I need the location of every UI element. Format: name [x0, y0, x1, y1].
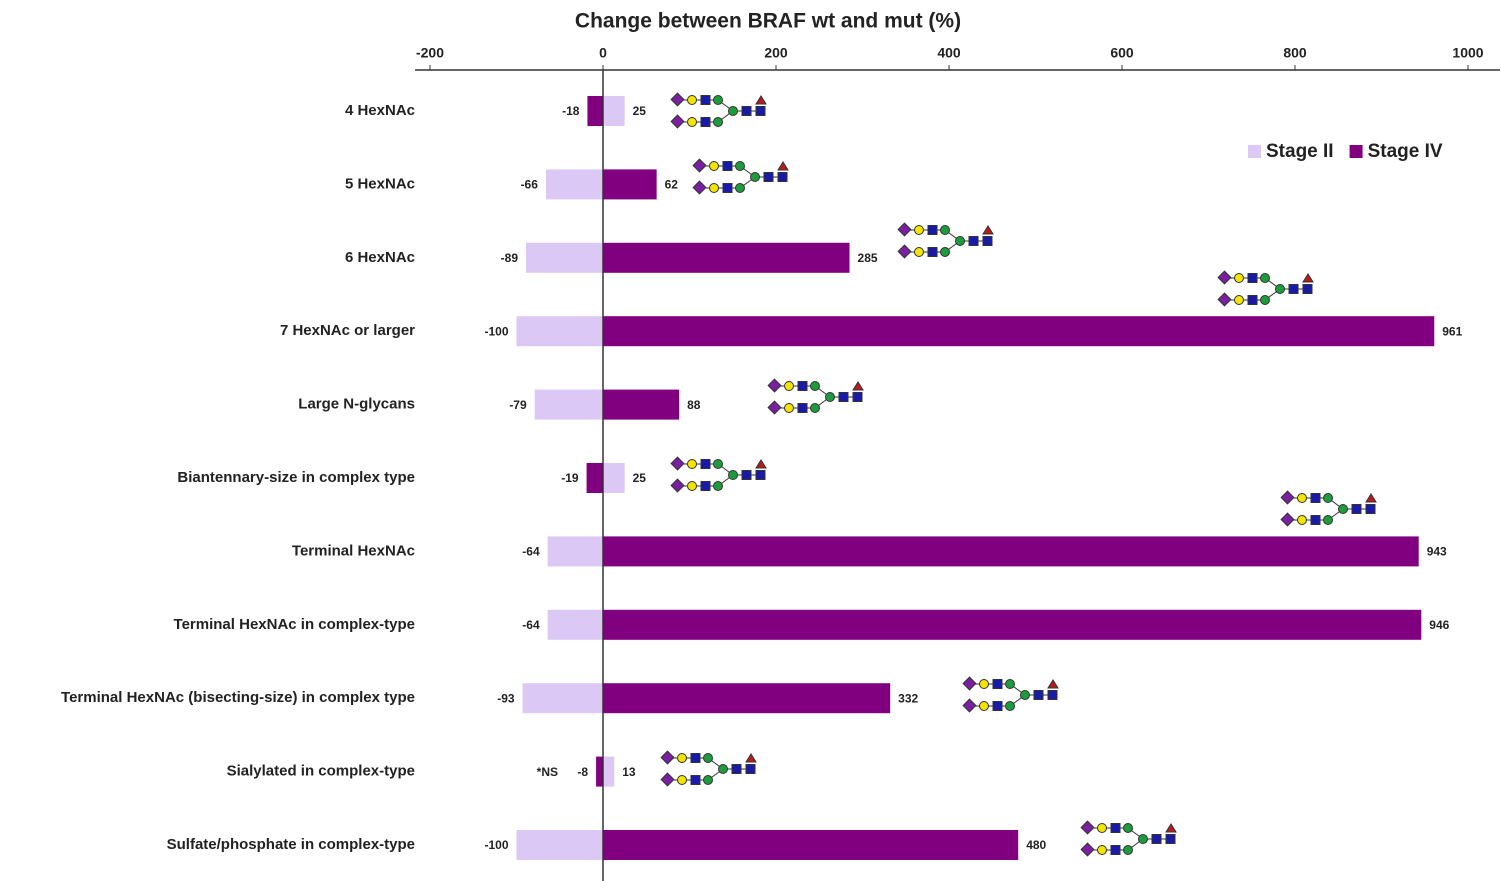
value-label: 961 — [1442, 324, 1462, 338]
x-tick-label: -200 — [416, 45, 444, 61]
bar — [587, 96, 603, 126]
x-tick-label: 0 — [599, 45, 607, 61]
bar — [596, 757, 603, 787]
value-label: -18 — [562, 104, 580, 118]
annotation: *NS — [537, 765, 558, 779]
y-tick-label: 6 HexNAc — [345, 249, 415, 266]
y-tick-label: 5 HexNAc — [345, 175, 415, 192]
x-tick-label: 800 — [1283, 45, 1307, 61]
value-label: -66 — [521, 178, 539, 192]
glycan-icon — [671, 93, 766, 128]
bar — [603, 830, 1018, 860]
value-label: 332 — [898, 691, 918, 705]
value-label: 62 — [665, 178, 679, 192]
bar — [603, 390, 679, 420]
value-label: 13 — [622, 765, 636, 779]
y-tick-label: Large N-glycans — [298, 396, 415, 413]
bar — [587, 463, 603, 493]
value-label: -93 — [497, 691, 515, 705]
value-label: -8 — [577, 765, 588, 779]
bar — [603, 683, 890, 713]
value-label: -100 — [484, 324, 508, 338]
y-tick-label: Terminal HexNAc — [292, 542, 415, 559]
bar — [603, 243, 850, 273]
x-tick-label: 400 — [937, 45, 961, 61]
glycan-icon — [1281, 491, 1376, 526]
y-tick-label: Terminal HexNAc in complex-type — [174, 616, 415, 633]
bar — [546, 169, 603, 199]
bar — [526, 243, 603, 273]
bar — [517, 830, 604, 860]
bar — [603, 610, 1421, 640]
bar — [603, 169, 657, 199]
bar — [548, 536, 603, 566]
y-tick-label: 4 HexNAc — [345, 102, 415, 119]
legend-swatch — [1350, 145, 1363, 158]
x-tick-label: 1000 — [1452, 45, 1483, 61]
chart-title: Change between BRAF wt and mut (%) — [575, 10, 961, 33]
bar — [535, 390, 603, 420]
value-label: -64 — [522, 545, 540, 559]
glycan-icon — [661, 751, 756, 786]
page: {"chart_data": {"type": "bar", "orientat… — [0, 0, 1501, 881]
bar — [603, 757, 614, 787]
glycan-icon — [1081, 821, 1176, 856]
glycan-icon — [693, 159, 788, 194]
y-tick-label: Sialylated in complex-type — [227, 763, 415, 780]
bar — [523, 683, 603, 713]
bar — [603, 316, 1434, 346]
bar — [603, 96, 625, 126]
value-label: 25 — [633, 471, 647, 485]
value-label: -79 — [509, 398, 527, 412]
glycan-icon — [671, 457, 766, 492]
glycan-icon — [963, 677, 1058, 712]
x-tick-label: 200 — [764, 45, 788, 61]
value-label: -100 — [484, 838, 508, 852]
y-tick-label: Biantennary-size in complex type — [177, 469, 415, 486]
bar — [603, 536, 1419, 566]
x-tick-label: 600 — [1110, 45, 1134, 61]
legend-label: Stage II — [1266, 141, 1334, 162]
value-label: 25 — [633, 104, 647, 118]
legend-swatch — [1248, 145, 1261, 158]
glycan-icon — [1218, 271, 1313, 306]
glycan-icon — [768, 379, 863, 414]
chart: Change between BRAF wt and mut (%) -200 0… — [0, 0, 1501, 881]
value-label: 946 — [1429, 618, 1449, 632]
value-label: -89 — [501, 251, 519, 265]
value-label: 943 — [1427, 545, 1447, 559]
value-label: -64 — [522, 618, 540, 632]
y-tick-label: Terminal HexNAc (bisecting-size) in comp… — [61, 689, 415, 706]
value-label: 88 — [687, 398, 701, 412]
value-label: 480 — [1026, 838, 1046, 852]
bar — [603, 463, 625, 493]
bar — [548, 610, 603, 640]
y-tick-label: Sulfate/phosphate in complex-type — [167, 836, 415, 853]
value-label: -19 — [561, 471, 579, 485]
bar — [517, 316, 604, 346]
legend-label: Stage IV — [1368, 141, 1443, 162]
glycan-icon — [898, 223, 993, 258]
y-tick-label: 7 HexNAc or larger — [280, 322, 415, 339]
value-label: 285 — [858, 251, 878, 265]
